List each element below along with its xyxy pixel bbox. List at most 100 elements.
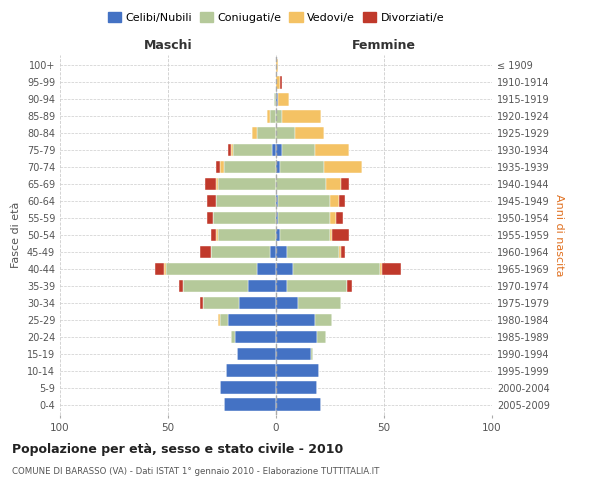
- Bar: [220, 314, 229, 326]
- Bar: [276, 382, 317, 394]
- Bar: [338, 194, 345, 207]
- Bar: [269, 246, 276, 258]
- Bar: [268, 110, 269, 122]
- Bar: [214, 212, 276, 224]
- Bar: [274, 93, 276, 106]
- Bar: [215, 160, 220, 173]
- Bar: [287, 280, 347, 292]
- Bar: [338, 246, 341, 258]
- Bar: [207, 212, 214, 224]
- Text: Femmine: Femmine: [352, 40, 416, 52]
- Bar: [330, 212, 337, 224]
- Bar: [278, 194, 330, 207]
- Bar: [278, 212, 330, 224]
- Bar: [252, 126, 257, 140]
- Bar: [237, 348, 276, 360]
- Bar: [278, 93, 289, 106]
- Legend: Celibi/Nubili, Coniugati/e, Vedovi/e, Divorziati/e: Celibi/Nubili, Coniugati/e, Vedovi/e, Di…: [103, 8, 449, 28]
- Bar: [298, 296, 341, 310]
- Bar: [276, 110, 283, 122]
- Bar: [323, 160, 362, 173]
- Bar: [203, 296, 239, 310]
- Bar: [276, 178, 326, 190]
- Bar: [276, 348, 311, 360]
- Bar: [326, 178, 341, 190]
- Bar: [248, 280, 276, 292]
- Bar: [280, 228, 330, 241]
- Bar: [287, 246, 338, 258]
- Bar: [229, 144, 230, 156]
- Bar: [276, 398, 322, 411]
- Bar: [293, 262, 380, 276]
- Bar: [276, 76, 280, 88]
- Bar: [276, 330, 317, 344]
- Bar: [235, 330, 276, 344]
- Bar: [226, 364, 276, 377]
- Bar: [276, 314, 315, 326]
- Bar: [200, 246, 211, 258]
- Bar: [347, 280, 352, 292]
- Bar: [200, 296, 203, 310]
- Bar: [332, 228, 349, 241]
- Text: Popolazione per età, sesso e stato civile - 2010: Popolazione per età, sesso e stato civil…: [12, 442, 343, 456]
- Bar: [330, 194, 338, 207]
- Bar: [220, 382, 276, 394]
- Bar: [269, 110, 276, 122]
- Bar: [211, 228, 215, 241]
- Bar: [218, 314, 220, 326]
- Bar: [280, 160, 323, 173]
- Bar: [155, 262, 164, 276]
- Bar: [239, 296, 276, 310]
- Bar: [276, 59, 278, 72]
- Bar: [229, 314, 276, 326]
- Bar: [220, 160, 224, 173]
- Bar: [283, 144, 315, 156]
- Bar: [179, 280, 183, 292]
- Bar: [315, 314, 332, 326]
- Bar: [276, 280, 287, 292]
- Bar: [276, 228, 280, 241]
- Y-axis label: Fasce di età: Fasce di età: [11, 202, 21, 268]
- Bar: [276, 364, 319, 377]
- Bar: [215, 228, 218, 241]
- Bar: [215, 194, 276, 207]
- Bar: [380, 262, 382, 276]
- Bar: [337, 212, 343, 224]
- Bar: [211, 246, 269, 258]
- Bar: [276, 144, 283, 156]
- Bar: [230, 330, 235, 344]
- Bar: [295, 126, 323, 140]
- Bar: [257, 126, 276, 140]
- Bar: [183, 280, 248, 292]
- Bar: [280, 76, 283, 88]
- Bar: [276, 212, 278, 224]
- Bar: [218, 178, 276, 190]
- Text: COMUNE DI BARASSO (VA) - Dati ISTAT 1° gennaio 2010 - Elaborazione TUTTITALIA.IT: COMUNE DI BARASSO (VA) - Dati ISTAT 1° g…: [12, 468, 379, 476]
- Bar: [230, 144, 233, 156]
- Bar: [233, 144, 272, 156]
- Bar: [276, 246, 287, 258]
- Bar: [224, 398, 276, 411]
- Bar: [207, 194, 215, 207]
- Bar: [215, 178, 218, 190]
- Bar: [205, 178, 215, 190]
- Y-axis label: Anni di nascita: Anni di nascita: [554, 194, 563, 276]
- Bar: [166, 262, 257, 276]
- Bar: [276, 194, 278, 207]
- Bar: [311, 348, 313, 360]
- Bar: [257, 262, 276, 276]
- Bar: [272, 144, 276, 156]
- Bar: [283, 110, 322, 122]
- Bar: [341, 246, 345, 258]
- Bar: [276, 296, 298, 310]
- Bar: [315, 144, 349, 156]
- Bar: [164, 262, 166, 276]
- Bar: [276, 126, 295, 140]
- Bar: [224, 160, 276, 173]
- Bar: [276, 160, 280, 173]
- Bar: [330, 228, 332, 241]
- Bar: [317, 330, 326, 344]
- Bar: [218, 228, 276, 241]
- Text: Maschi: Maschi: [143, 40, 193, 52]
- Bar: [341, 178, 349, 190]
